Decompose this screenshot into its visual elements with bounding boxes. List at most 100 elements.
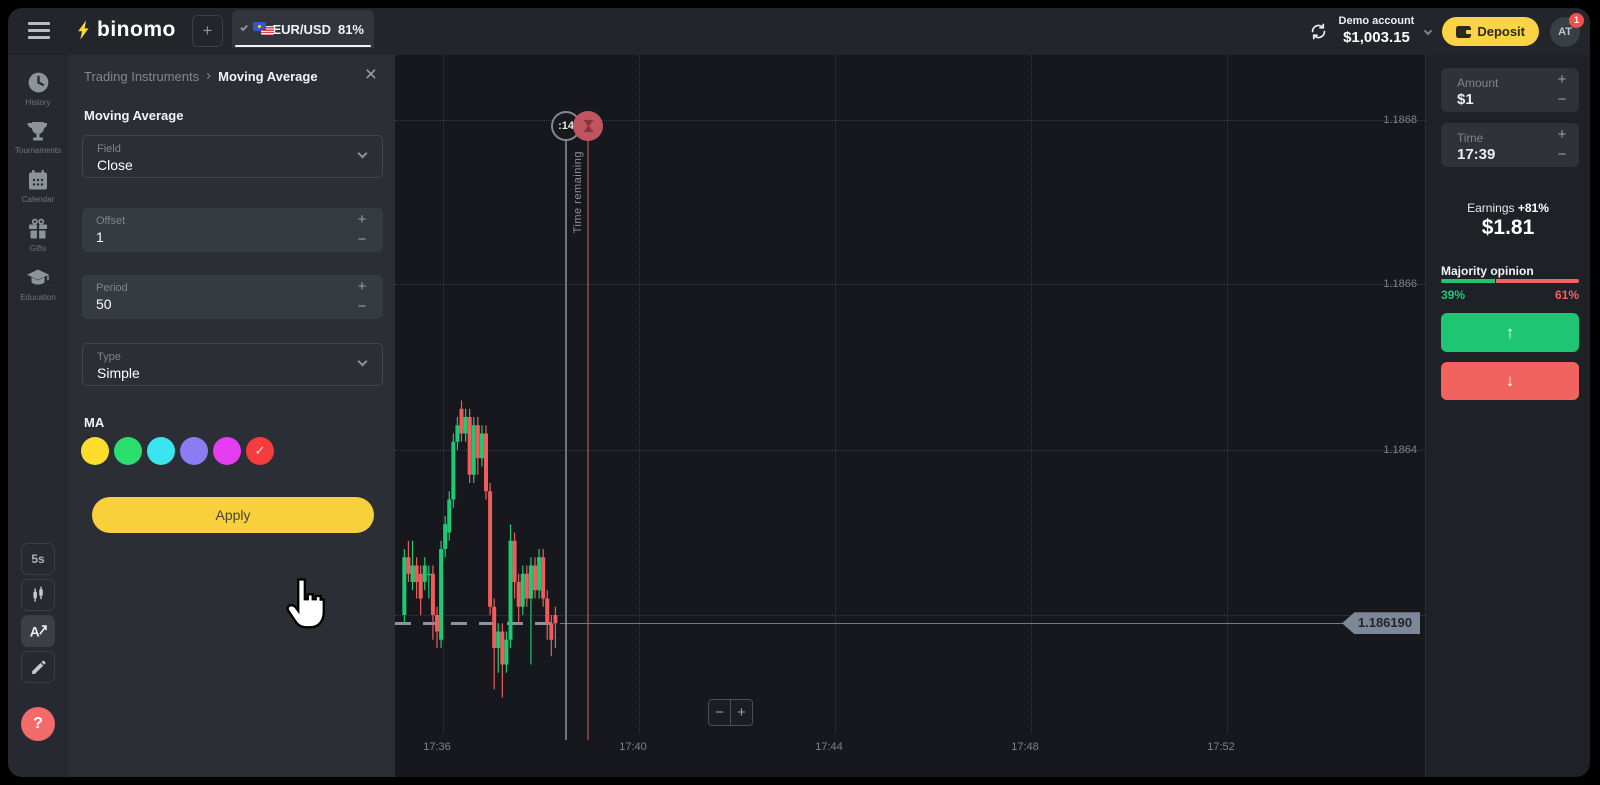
time-increment-button[interactable]: +: [1557, 126, 1567, 143]
put-down-button[interactable]: ↓: [1441, 362, 1579, 400]
sidebar-item-education[interactable]: Education: [8, 266, 68, 302]
hamburger-menu-icon[interactable]: [28, 22, 50, 40]
breadcrumb-parent[interactable]: Trading Instruments: [84, 69, 200, 84]
offset-stepper[interactable]: Offset 1 + −: [82, 208, 383, 252]
asset-payout-label: 81%: [337, 21, 364, 37]
notification-badge: 1: [1569, 12, 1584, 28]
gift-icon: [29, 218, 47, 239]
current-price-dashed-line: [395, 621, 560, 625]
account-switcher[interactable]: Demo account $1,003.15: [1339, 15, 1415, 48]
account-chevron-icon[interactable]: [1424, 26, 1433, 35]
close-icon[interactable]: ×: [364, 63, 377, 86]
binomo-logo: binomo: [74, 17, 176, 43]
graduation-cap-icon: [27, 269, 49, 285]
logo-text: binomo: [97, 18, 176, 41]
x-axis-label: 17:52: [1207, 741, 1235, 753]
majority-up-percent: 39%: [1441, 288, 1466, 302]
sidebar-item-history[interactable]: History: [8, 70, 68, 107]
breadcrumb: Trading Instruments › Moving Average: [84, 67, 318, 84]
deadline-marker: [573, 111, 604, 141]
chevron-down-icon[interactable]: [240, 23, 249, 32]
drawing-tool-button[interactable]: [21, 651, 55, 683]
account-type-label: Demo account: [1338, 15, 1415, 28]
chart-area[interactable]: 1.1868 1.1866 1.1864 17:36 17:40 17:44 17:48 17…: [395, 55, 1425, 777]
ma-color-swatch[interactable]: [114, 437, 142, 465]
ma-color-swatch[interactable]: [147, 437, 175, 465]
earnings-percent: +81%: [1517, 201, 1549, 215]
help-button[interactable]: ?: [21, 707, 55, 741]
time-decrement-button[interactable]: −: [1557, 146, 1567, 163]
v-gridline: [443, 55, 444, 733]
mouse-cursor-hand: [286, 578, 325, 629]
v-gridline: [1227, 55, 1228, 733]
y-axis-label: 1.1868: [1383, 114, 1417, 126]
pencil-icon: [31, 660, 46, 674]
y-axis-label: 1.1866: [1383, 278, 1417, 290]
v-gridline: [835, 55, 836, 733]
ma-color-swatch[interactable]: [180, 437, 208, 465]
breadcrumb-current: Moving Average: [218, 69, 318, 84]
ma-color-swatch[interactable]: [81, 437, 109, 465]
type-dropdown[interactable]: Type Simple: [82, 343, 383, 386]
ma-color-swatch[interactable]: ✓: [246, 437, 274, 465]
amount-increment-button[interactable]: +: [1557, 71, 1567, 88]
offset-decrement-button[interactable]: −: [357, 231, 367, 248]
earnings-label: Earnings +81%: [1467, 201, 1549, 215]
ma-color-swatches: ✓: [81, 437, 274, 465]
time-remaining-label: Time remaining: [572, 151, 585, 234]
sidebar-item-calendar[interactable]: Calendar: [8, 168, 68, 204]
period-decrement-button[interactable]: −: [357, 298, 367, 315]
apply-button[interactable]: Apply: [92, 497, 374, 533]
field-dropdown[interactable]: Field Close: [82, 135, 383, 178]
chart-type-button[interactable]: [21, 579, 55, 611]
breadcrumb-separator-icon: ›: [206, 67, 212, 84]
trophy-icon: [27, 122, 48, 141]
v-gridline: [1031, 55, 1032, 733]
candles-svg: [402, 400, 558, 698]
ma-color-swatch[interactable]: [213, 437, 241, 465]
asset-tab-eurusd[interactable]: EUR/USD 81%: [232, 10, 374, 48]
offset-increment-button[interactable]: +: [357, 211, 367, 228]
h-gridline: [395, 120, 1425, 121]
hourglass-icon: [583, 119, 594, 133]
avatar[interactable]: AT 1: [1550, 12, 1584, 47]
trade-panel: Amount $1 + − Time 17:39 + − Earnings +81%…: [1425, 55, 1590, 777]
period-stepper[interactable]: Period 50 + −: [82, 275, 383, 319]
majority-opinion-label: Majority opinion: [1441, 264, 1534, 278]
left-sidebar: History Tournaments Calendar Gifts Educa…: [8, 55, 68, 777]
deposit-button[interactable]: Deposit: [1442, 17, 1539, 46]
zoom-out-button[interactable]: −: [708, 699, 731, 726]
calendar-icon: [29, 170, 47, 190]
sidebar-item-gifts[interactable]: Gifts: [8, 217, 68, 253]
countdown-marker: :14: [551, 111, 582, 141]
majority-opinion-bar: [1441, 279, 1579, 283]
call-up-button[interactable]: ↑: [1441, 313, 1579, 352]
current-price-tag: 1.186190: [1342, 612, 1420, 635]
clock-icon: [28, 72, 48, 93]
amount-decrement-button[interactable]: −: [1557, 91, 1567, 108]
zoom-in-button[interactable]: +: [730, 699, 753, 726]
candles-icon: [33, 586, 43, 602]
currency-flags-icon: [253, 21, 275, 37]
svg-text:A: A: [30, 625, 40, 640]
x-axis-label: 17:40: [619, 741, 647, 753]
sidebar-item-tournaments[interactable]: Tournaments: [8, 119, 68, 155]
add-asset-button[interactable]: +: [192, 15, 223, 47]
y-axis-label: 1.1864: [1383, 444, 1417, 456]
h-gridline: [395, 615, 1425, 616]
indicator-icon: A: [30, 625, 47, 640]
x-axis-label: 17:48: [1011, 741, 1039, 753]
refresh-icon[interactable]: [1309, 22, 1328, 41]
moving-average-panel: Trading Instruments › Moving Average × M…: [68, 55, 395, 777]
time-stepper[interactable]: Time 17:39 + −: [1441, 123, 1579, 167]
interval-button[interactable]: 5s: [21, 543, 55, 575]
app-window: binomo + EUR/USD 81% Demo account $1,003…: [8, 8, 1590, 777]
amount-stepper[interactable]: Amount $1 + −: [1441, 68, 1579, 112]
panel-title: Moving Average: [84, 108, 184, 123]
h-gridline: [395, 284, 1425, 285]
majority-up-segment: [1441, 279, 1495, 283]
indicators-button[interactable]: A: [21, 615, 55, 647]
earnings-value: $1.81: [1481, 216, 1535, 239]
account-balance: $1,003.15: [1343, 29, 1410, 46]
period-increment-button[interactable]: +: [357, 278, 367, 295]
